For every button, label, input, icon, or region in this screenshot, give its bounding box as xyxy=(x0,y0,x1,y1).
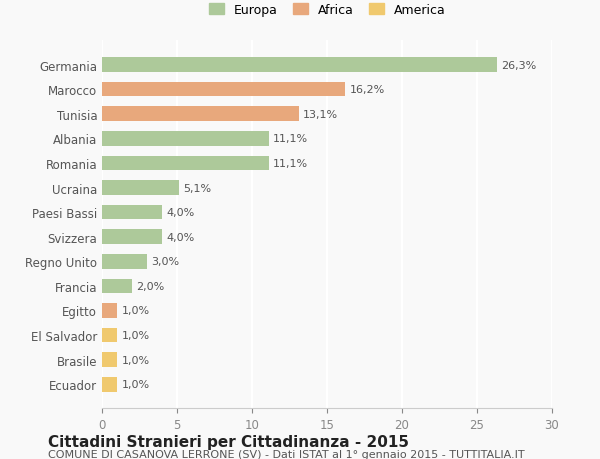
Bar xyxy=(102,132,269,146)
Legend: Europa, Africa, America: Europa, Africa, America xyxy=(205,0,449,20)
Bar xyxy=(102,107,299,122)
Text: 4,0%: 4,0% xyxy=(167,232,195,242)
Text: 2,0%: 2,0% xyxy=(137,281,165,291)
Bar xyxy=(102,328,117,343)
Text: 11,1%: 11,1% xyxy=(273,158,308,168)
Text: COMUNE DI CASANOVA LERRONE (SV) - Dati ISTAT al 1° gennaio 2015 - TUTTITALIA.IT: COMUNE DI CASANOVA LERRONE (SV) - Dati I… xyxy=(48,449,524,459)
Text: 16,2%: 16,2% xyxy=(349,85,385,95)
Bar xyxy=(102,181,179,196)
Bar xyxy=(102,58,497,73)
Bar xyxy=(102,254,147,269)
Text: 1,0%: 1,0% xyxy=(122,380,149,389)
Text: Cittadini Stranieri per Cittadinanza - 2015: Cittadini Stranieri per Cittadinanza - 2… xyxy=(48,434,409,449)
Bar xyxy=(102,279,132,294)
Bar xyxy=(102,377,117,392)
Bar xyxy=(102,156,269,171)
Text: 3,0%: 3,0% xyxy=(151,257,179,267)
Text: 11,1%: 11,1% xyxy=(273,134,308,144)
Text: 26,3%: 26,3% xyxy=(501,61,536,70)
Bar xyxy=(102,205,162,220)
Bar xyxy=(102,230,162,245)
Text: 5,1%: 5,1% xyxy=(183,183,211,193)
Bar xyxy=(102,83,345,97)
Bar xyxy=(102,353,117,367)
Text: 1,0%: 1,0% xyxy=(122,306,149,316)
Text: 1,0%: 1,0% xyxy=(122,330,149,341)
Bar xyxy=(102,303,117,318)
Text: 4,0%: 4,0% xyxy=(167,207,195,218)
Text: 13,1%: 13,1% xyxy=(303,109,338,119)
Text: 1,0%: 1,0% xyxy=(122,355,149,365)
